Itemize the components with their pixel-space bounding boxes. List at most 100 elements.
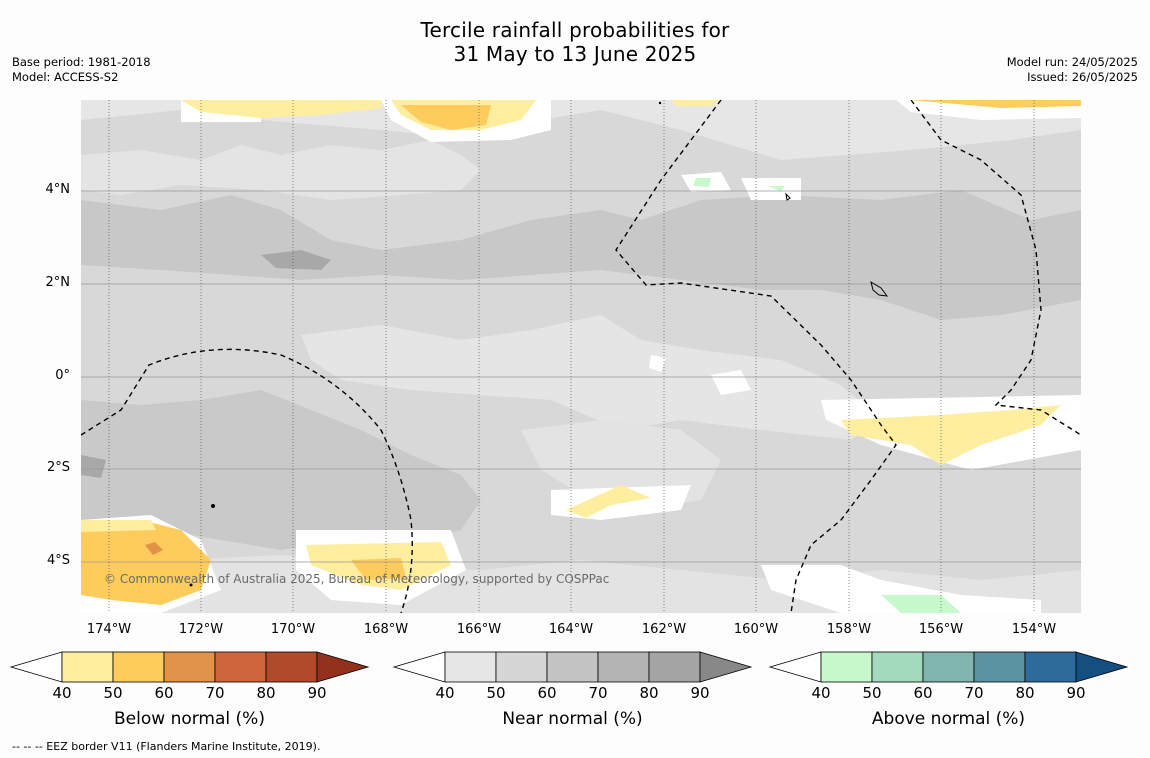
below-normal-40-region [841,405,1061,465]
colorbar-tick-label: 70 [205,684,225,702]
colorbar-segment [495,651,548,683]
near-normal-region [301,315,881,440]
colorbar-tick-label: 50 [486,684,506,702]
lat-label-0: 0° [55,368,70,383]
colorbar-segment [444,651,497,683]
lat-label-2n: 2°N [45,275,71,290]
eez-footnote: -- -- -- EEZ border V11 (Flanders Marine… [12,740,321,753]
lon-label-170w: 170°W [270,622,316,637]
below-normal-40-region [81,520,156,532]
below-normal-title: Below normal (%) [114,709,265,729]
near-normal-60-region [81,390,481,550]
near-normal-region [81,140,481,200]
below-normal-40-region [671,100,721,106]
model-text: Model: ACCESS-S2 [12,70,119,84]
colorbar-under-triangle [9,651,63,683]
colorbar-segment [265,651,318,683]
colorbar-tick-label: 70 [964,684,984,702]
island-outline [870,280,889,297]
colorbar-tick-label: 90 [307,684,327,702]
colorbar-segment [973,651,1026,683]
colorbar-tick-label: 90 [1066,684,1086,702]
colorbar-tick-label: 40 [52,684,72,702]
colorbar-over-triangle [699,651,753,683]
colorbar-below-normal [9,651,370,683]
map-svg [81,100,1081,613]
meta-left: Base period: 1981-2018 Model: ACCESS-S2 [12,55,151,85]
issued-text: Issued: 26/05/2025 [1027,70,1138,84]
island-outline [785,192,791,201]
colorbar-segment [820,651,873,683]
colorbar-under-triangle [768,651,822,683]
lon-label-172w: 172°W [178,622,224,637]
island-outline [211,504,215,508]
above-normal-title: Above normal (%) [871,709,1026,729]
colorbar-segment [871,651,924,683]
lon-label-156w: 156°W [918,622,964,637]
colorbar-segment [1024,651,1077,683]
base-period-text: Base period: 1981-2018 [12,55,151,69]
below-normal-40-region [181,100,381,118]
lon-label-174w: 174°W [86,622,132,637]
eez-border [81,100,1081,613]
lon-label-168w: 168°W [363,622,409,637]
colorbar-tick-label: 80 [639,684,659,702]
lon-label-162w: 162°W [641,622,687,637]
below-normal-60-region [145,542,163,555]
colorbar-tick-label: 60 [154,684,174,702]
lon-label-166w: 166°W [456,622,502,637]
colorbar-tick-label: 80 [256,684,276,702]
colorbar-tick-label: 70 [588,684,608,702]
colorbar-tick-label: 40 [435,684,455,702]
below-normal-50-region [401,105,491,130]
above-normal-40-region [881,595,961,613]
near-normal-title: Near normal (%) [502,709,643,729]
lat-label-4s: 4°S [46,553,70,568]
colorbar-segment [546,651,599,683]
colorbar-tick-label: 60 [537,684,557,702]
colorbar-under-triangle [392,651,446,683]
above-normal-40-region [693,178,711,187]
no-dominant-region [649,355,666,372]
no-dominant-region [741,178,801,200]
lon-label-164w: 164°W [548,622,594,637]
colorbar-over-triangle [316,651,370,683]
colorbar-tick-label: 80 [1015,684,1035,702]
near-normal-60-region [81,190,1081,320]
near-normal-region [81,100,1081,160]
colorbar-over-triangle [1075,651,1129,683]
near-normal-70-region [261,250,331,270]
colorbar-tick-label: 40 [811,684,831,702]
colorbar-segment [922,651,975,683]
colorbar-above-normal [768,651,1129,683]
colorbar-tick-label: 50 [862,684,882,702]
colorbar-tick-label: 90 [690,684,710,702]
copyright-text: © Commonwealth of Australia 2025, Bureau… [104,572,610,586]
colorbar-tick-label: 60 [913,684,933,702]
model-run-text: Model run: 24/05/2025 [1006,55,1138,69]
near-normal-70-region [81,455,106,478]
colorbar-segment [648,651,701,683]
lon-label-158w: 158°W [826,622,872,637]
below-normal-50-region [81,520,211,605]
island-outline [658,101,662,105]
below-normal-40-region [566,485,651,518]
colorbar-segment [61,651,114,683]
colorbar-near-normal [392,651,753,683]
map-title-line2: 31 May to 13 June 2025 [453,42,697,66]
below-normal-50-region [351,558,406,580]
lon-label-160w: 160°W [733,622,779,637]
below-normal-50-region [911,100,1081,108]
lat-label-4n: 4°N [45,182,71,197]
map-title-line1: Tercile rainfall probabilities for [420,18,730,42]
colorbar-tick-label: 50 [103,684,123,702]
colorbar-segment [163,651,216,683]
island-outline [189,583,193,587]
no-dominant-region [761,565,1041,613]
colorbar-segment [112,651,165,683]
meta-right: Model run: 24/05/2025 Issued: 26/05/2025 [1007,55,1138,85]
colorbars-svg [9,651,1129,683]
lon-label-154w: 154°W [1011,622,1057,637]
above-normal-40-region [769,186,785,192]
forecast-map [81,100,1081,613]
